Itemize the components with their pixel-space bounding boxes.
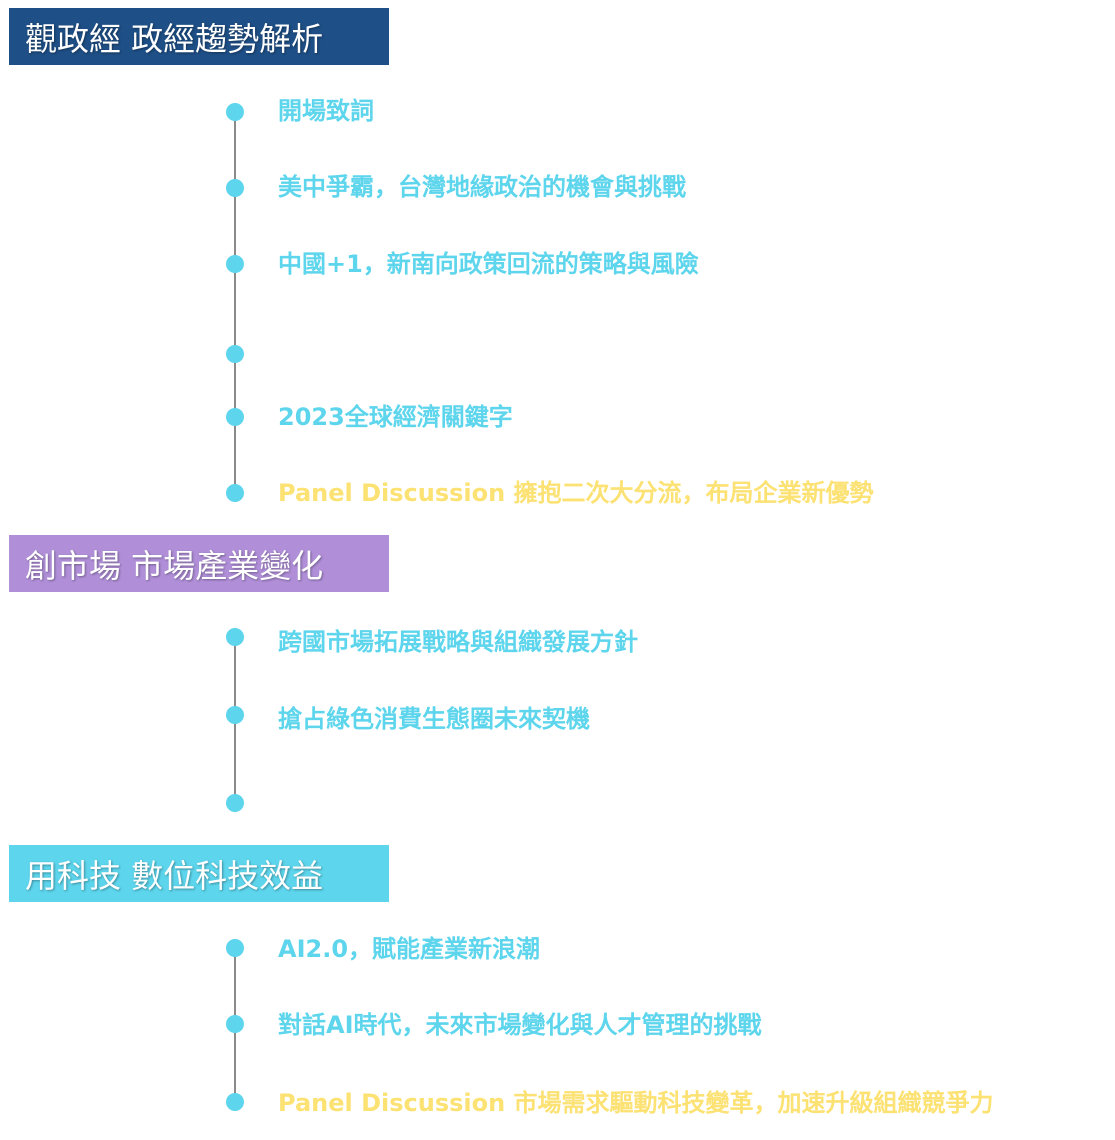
agenda-item-green-consumption: 搶占綠色消費生態圈未來契機 (278, 705, 590, 733)
agenda-item-us-china: 美中爭霸，台灣地緣政治的機會與挑戰 (278, 173, 686, 201)
timeline-dot (226, 408, 244, 426)
agenda-item-cross-border: 跨國市場拓展戰略與組織發展方針 (278, 628, 638, 656)
agenda-item-opening-remarks: 開場致詞 (278, 97, 374, 125)
section-header-politics-economics: 觀政經 政經趨勢解析 (9, 8, 389, 65)
timeline-dot (226, 939, 244, 957)
timeline-dot (226, 179, 244, 197)
timeline-dot (226, 628, 244, 646)
timeline-dot (226, 345, 244, 363)
timeline-dot (226, 484, 244, 502)
agenda-item-panel-discussion: Panel Discussion 擁抱二次大分流，布局企業新優勢 (278, 479, 874, 507)
timeline-dot (226, 706, 244, 724)
section-header-market: 創市場 市場產業變化 (9, 535, 389, 592)
timeline-dot (226, 1093, 244, 1111)
section-header-technology: 用科技 數位科技效益 (9, 845, 389, 902)
agenda-item-panel-discussion: Panel Discussion 市場需求驅動科技變革，加速升級組織競爭力 (278, 1089, 994, 1117)
agenda-item-2023-keywords: 2023全球經濟關鍵字 (278, 403, 513, 431)
agenda-item-china-plus-one: 中國+1，新南向政策回流的策略與風險 (278, 250, 699, 278)
timeline-dot (226, 103, 244, 121)
timeline-line (234, 112, 236, 493)
timeline-dot (226, 794, 244, 812)
timeline-dot (226, 1015, 244, 1033)
timeline-dot (226, 255, 244, 273)
agenda-item-ai-era: 對話AI時代，未來市場變化與人才管理的挑戰 (278, 1011, 762, 1039)
agenda-item-ai-2: AI2.0，賦能產業新浪潮 (278, 935, 541, 963)
